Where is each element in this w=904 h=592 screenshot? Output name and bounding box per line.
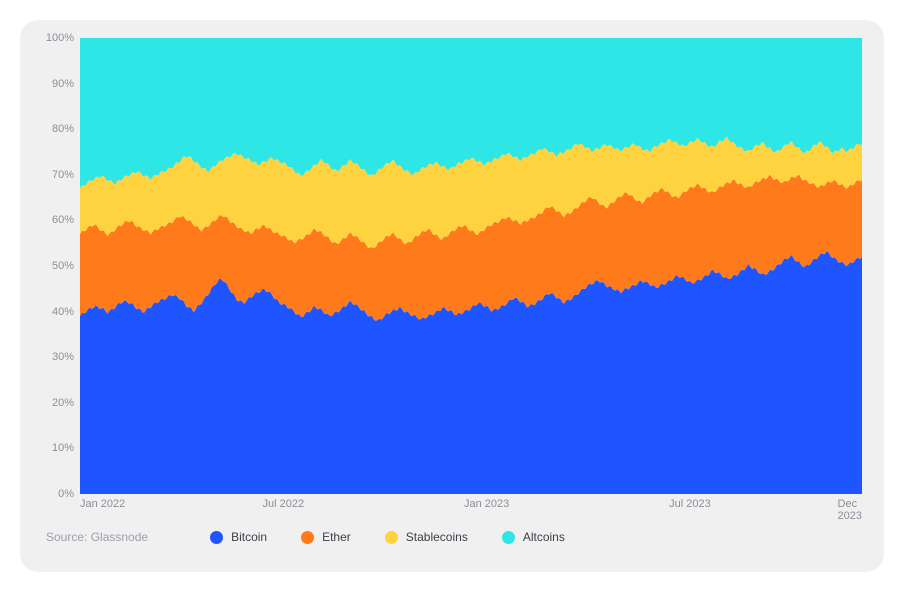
chart-footer: Source: Glassnode Bitcoin Ether Stableco…	[42, 530, 862, 544]
x-tick-label: Jul 2023	[669, 498, 711, 510]
circle-icon	[385, 531, 398, 544]
legend-item-altcoins: Altcoins	[502, 530, 565, 544]
x-tick-label: Jan 2022	[80, 498, 125, 510]
legend-label: Ether	[322, 530, 351, 544]
legend-item-ether: Ether	[301, 530, 351, 544]
legend-item-stablecoins: Stablecoins	[385, 530, 468, 544]
y-tick-label: 10%	[52, 442, 74, 454]
y-tick-label: 60%	[52, 214, 74, 226]
y-tick-label: 30%	[52, 351, 74, 363]
legend-item-bitcoin: Bitcoin	[210, 530, 267, 544]
x-axis: Jan 2022Jul 2022Jan 2023Jul 2023Dec 2023	[80, 494, 862, 516]
legend-label: Stablecoins	[406, 530, 468, 544]
y-tick-label: 50%	[52, 260, 74, 272]
circle-icon	[502, 531, 515, 544]
circle-icon	[210, 531, 223, 544]
chart-svg	[80, 38, 862, 494]
stacked-area-plot	[80, 38, 862, 494]
legend: Bitcoin Ether Stablecoins Altcoins	[210, 530, 565, 544]
y-tick-label: 40%	[52, 306, 74, 318]
y-tick-label: 0%	[58, 488, 74, 500]
x-tick-label: Dec 2023	[838, 498, 862, 522]
x-tick-label: Jan 2023	[464, 498, 509, 510]
y-tick-label: 80%	[52, 123, 74, 135]
legend-label: Bitcoin	[231, 530, 267, 544]
plot-area: 0%10%20%30%40%50%60%70%80%90%100% Jan 20…	[42, 38, 862, 516]
circle-icon	[301, 531, 314, 544]
y-tick-label: 70%	[52, 169, 74, 181]
chart-card: 0% 10% 20% 30% 40% 50% 60% 70% 80% 90% 100% Jan 20…	[20, 20, 884, 572]
x-tick-label: Jul 2022	[263, 498, 305, 510]
area-layers	[80, 38, 862, 494]
y-tick-label: 100%	[46, 32, 74, 44]
y-tick-label: 90%	[52, 78, 74, 90]
legend-label: Altcoins	[523, 530, 565, 544]
y-tick-label: 20%	[52, 397, 74, 409]
y-axis: 0%10%20%30%40%50%60%70%80%90%100%	[42, 38, 80, 494]
source-label: Source: Glassnode	[46, 530, 148, 544]
